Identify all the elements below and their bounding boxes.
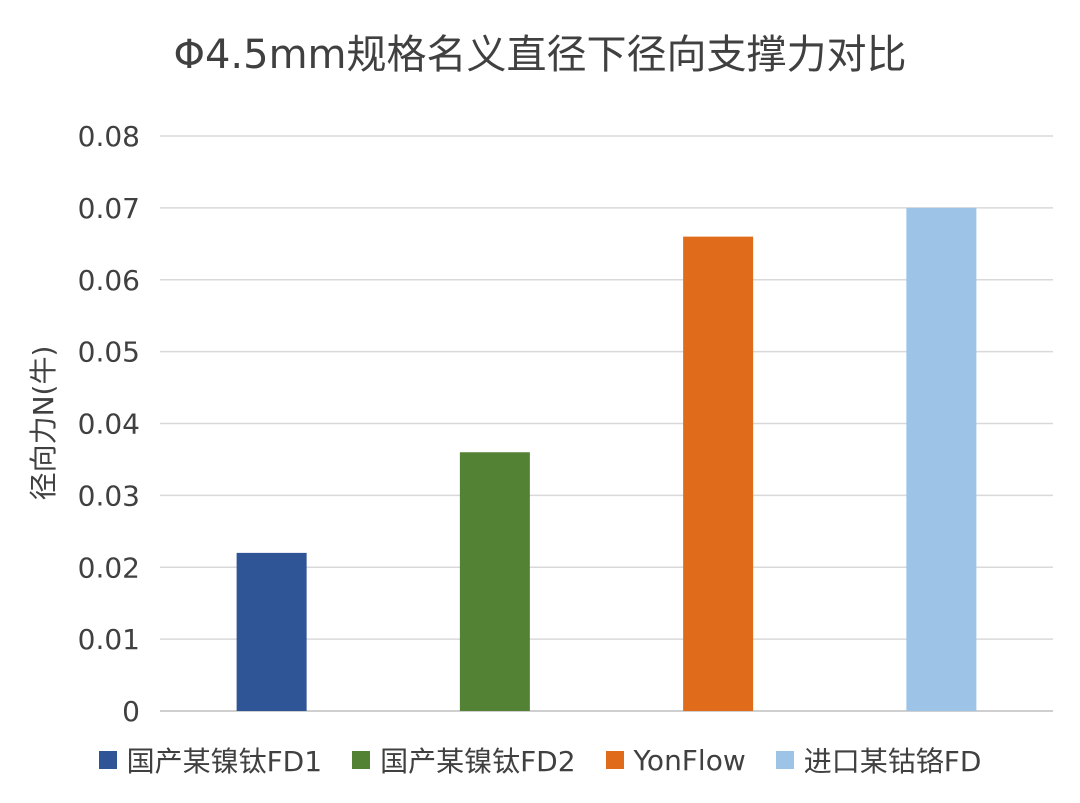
legend-swatch [352,751,371,769]
y-tick-label: 0.02 [78,551,140,584]
legend: 国产某镍钛FD1 国产某镍钛FD2 YonFlow 进口某钴铬FD [0,740,1080,780]
legend-swatch [98,751,117,769]
legend-swatch [605,751,624,769]
bar-4 [906,207,977,711]
y-tick-label: 0.07 [78,192,140,225]
y-tick-label: 0.03 [78,479,140,512]
y-tick-label: 0.05 [78,336,140,369]
legend-label: 国产某镍钛FD1 [126,745,323,778]
y-tick-label: 0.01 [78,623,140,656]
y-tick-label: 0.04 [78,408,140,441]
legend-label: YonFlow [633,743,746,777]
bar-2 [459,452,530,711]
legend-swatch [775,751,794,769]
bar-3 [683,236,754,711]
legend-label: 国产某镍钛FD2 [380,745,576,778]
legend-item: 进口某钴铬FD [775,740,982,780]
y-tick-label: 0 [122,695,140,728]
legend-item: YonFlow [605,743,746,777]
bar-1 [236,552,307,711]
chart-title: Φ4.5mm规格名义直径下径向支撑力对比 [173,32,907,78]
legend-item: 国产某镍钛FD2 [352,740,576,780]
y-tick-label: 0.06 [78,264,140,297]
legend-item: 国产某镍钛FD1 [98,740,323,780]
legend-label: 进口某钴铬FD [803,745,982,778]
y-tick-label: 0.08 [78,120,140,153]
